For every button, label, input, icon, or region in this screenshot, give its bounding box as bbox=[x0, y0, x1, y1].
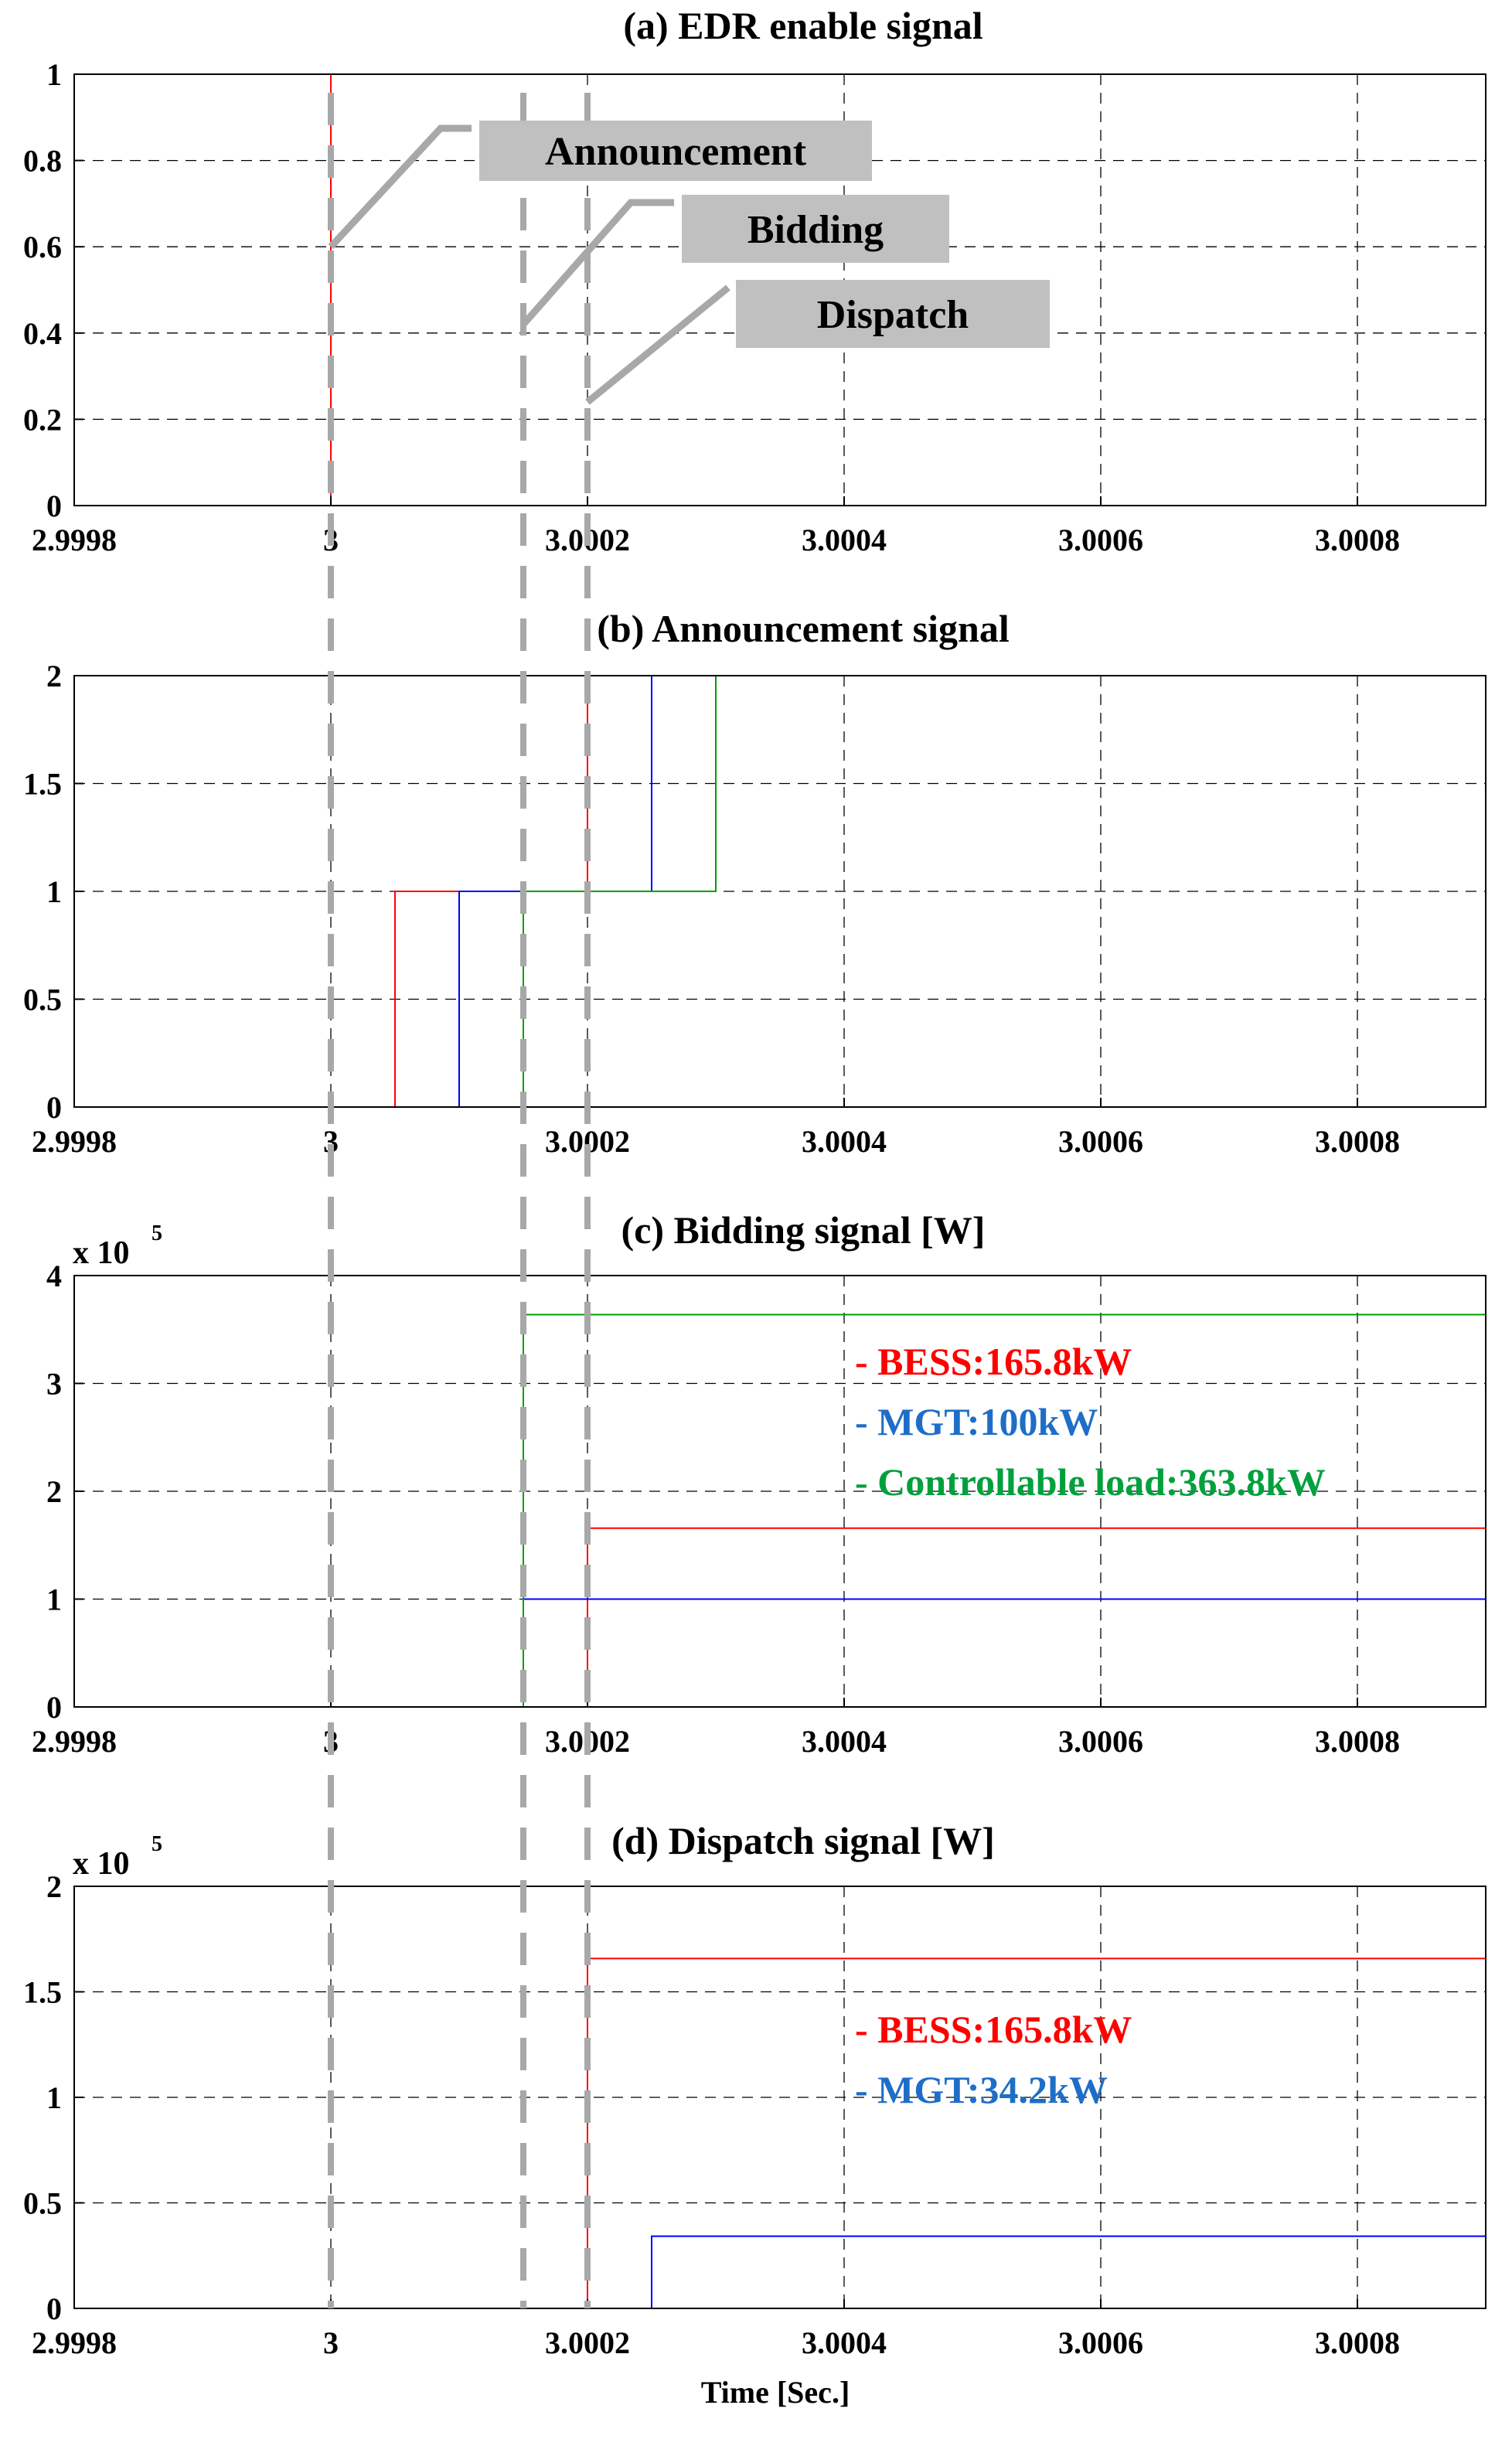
x-tick-label: 3.0008 bbox=[1315, 1124, 1400, 1159]
callout-announcement: Announcement bbox=[328, 121, 872, 250]
callout-leader bbox=[585, 284, 730, 405]
y-tick-label: 0.8 bbox=[23, 144, 62, 179]
y-tick-label: 0.5 bbox=[23, 983, 62, 1017]
x-tick-label: 2.9998 bbox=[32, 1724, 117, 1759]
y-tick-label: 1.5 bbox=[23, 1975, 62, 2010]
panel-title: (a) EDR enable signal bbox=[623, 4, 982, 47]
x-tick-label: 3.0008 bbox=[1315, 1724, 1400, 1759]
y-multiplier: x 10 bbox=[73, 1235, 130, 1271]
legend-entry: - Controllable load:363.8kW bbox=[855, 1460, 1326, 1504]
callout-label: Announcement bbox=[545, 130, 807, 174]
x-axis-label: Time [Sec.] bbox=[701, 2375, 850, 2410]
y-multiplier-exponent: 5 bbox=[152, 1832, 162, 1856]
legend-entry: - MGT:34.2kW bbox=[855, 2068, 1108, 2111]
x-tick-label: 3.0004 bbox=[802, 1724, 887, 1759]
callout-box bbox=[682, 195, 949, 263]
x-tick-label: 2.9998 bbox=[32, 2325, 117, 2360]
x-tick-label: 3.0004 bbox=[802, 2325, 887, 2360]
y-tick-label: 0.5 bbox=[23, 2186, 62, 2221]
y-tick-label: 1 bbox=[46, 1582, 62, 1617]
y-tick-label: 0.6 bbox=[23, 230, 62, 264]
y-tick-label: 1.5 bbox=[23, 767, 62, 802]
panel-title: (d) Dispatch signal [W] bbox=[611, 1819, 995, 1862]
series-line-3 bbox=[74, 1313, 1486, 1708]
y-tick-label: 1 bbox=[46, 2080, 62, 2115]
series-line-1 bbox=[74, 1957, 1486, 2309]
y-tick-label: 0 bbox=[46, 1090, 62, 1125]
legend-entry: - BESS:165.8kW bbox=[855, 2008, 1132, 2051]
x-tick-label: 3.0008 bbox=[1315, 2325, 1400, 2360]
y-tick-label: 0.4 bbox=[23, 316, 62, 351]
callout-box bbox=[479, 121, 872, 181]
x-tick-label: 2.9998 bbox=[32, 1124, 117, 1159]
x-tick-label: 3.0006 bbox=[1058, 1124, 1143, 1159]
y-tick-label: 2 bbox=[46, 1474, 62, 1509]
x-tick-label: 3.0002 bbox=[545, 2325, 630, 2360]
y-tick-label: 0 bbox=[46, 2291, 62, 2326]
callout-bidding: Bidding bbox=[520, 195, 949, 327]
y-tick-label: 0.2 bbox=[23, 402, 62, 437]
x-tick-label: 3.0008 bbox=[1315, 523, 1400, 557]
panel-a: 00.20.40.60.812.999833.00023.00043.00063… bbox=[23, 4, 1486, 557]
y-tick-label: 1 bbox=[46, 57, 62, 92]
callout-box bbox=[736, 280, 1050, 348]
callout-leader bbox=[328, 124, 472, 250]
callout-label: Dispatch bbox=[817, 293, 969, 337]
y-multiplier-exponent: 5 bbox=[152, 1221, 162, 1245]
panel-b: 00.511.522.9998 3 3.0002 3.0004 3.0006 3.0008… bbox=[23, 607, 1486, 1159]
x-tick-label: 2.9998 bbox=[32, 523, 117, 557]
y-multiplier: x 10 bbox=[73, 1846, 130, 1882]
y-tick-label: 3 bbox=[46, 1367, 62, 1402]
x-tick-label: 3.0006 bbox=[1058, 2325, 1143, 2360]
y-tick-label: 1 bbox=[46, 874, 62, 909]
x-tick-label: 3 bbox=[323, 2325, 339, 2360]
legend-entry: - MGT:100kW bbox=[855, 1400, 1098, 1443]
panel-d: 0 0.5 1 1.5 2 2.9998 3 3.0002 3.0004 3.0006 3.0008… bbox=[23, 1819, 1486, 2360]
y-tick-label: 2 bbox=[46, 659, 62, 693]
panel-title: (b) Announcement signal bbox=[597, 607, 1010, 650]
y-tick-label: 0 bbox=[46, 489, 62, 523]
panel-title: (c) Bidding signal [W] bbox=[621, 1208, 986, 1252]
x-tick-label: 3.0004 bbox=[802, 523, 887, 557]
y-tick-label: 0 bbox=[46, 1690, 62, 1725]
x-tick-label: 3 bbox=[323, 1124, 339, 1159]
panel-c: 012342.999833.00023.00043.00063.0008(c) … bbox=[32, 1208, 1486, 1759]
series-line-2 bbox=[74, 1598, 1486, 1708]
y-tick-label: 4 bbox=[46, 1259, 62, 1293]
series-line-1 bbox=[74, 1527, 1486, 1708]
axes-frame bbox=[73, 73, 1486, 506]
y-tick-label: 2 bbox=[46, 1869, 62, 1904]
callout-label: Bidding bbox=[747, 208, 884, 252]
series-line-2 bbox=[74, 2235, 1486, 2309]
x-tick-label: 3.0006 bbox=[1058, 523, 1143, 557]
callout-leader bbox=[520, 199, 674, 327]
x-tick-label: 3.0006 bbox=[1058, 1724, 1143, 1759]
x-tick-label: 3.0004 bbox=[802, 1124, 887, 1159]
callout-dispatch: Dispatch bbox=[585, 280, 1050, 405]
legend-entry: - BESS:165.8kW bbox=[855, 1340, 1132, 1383]
